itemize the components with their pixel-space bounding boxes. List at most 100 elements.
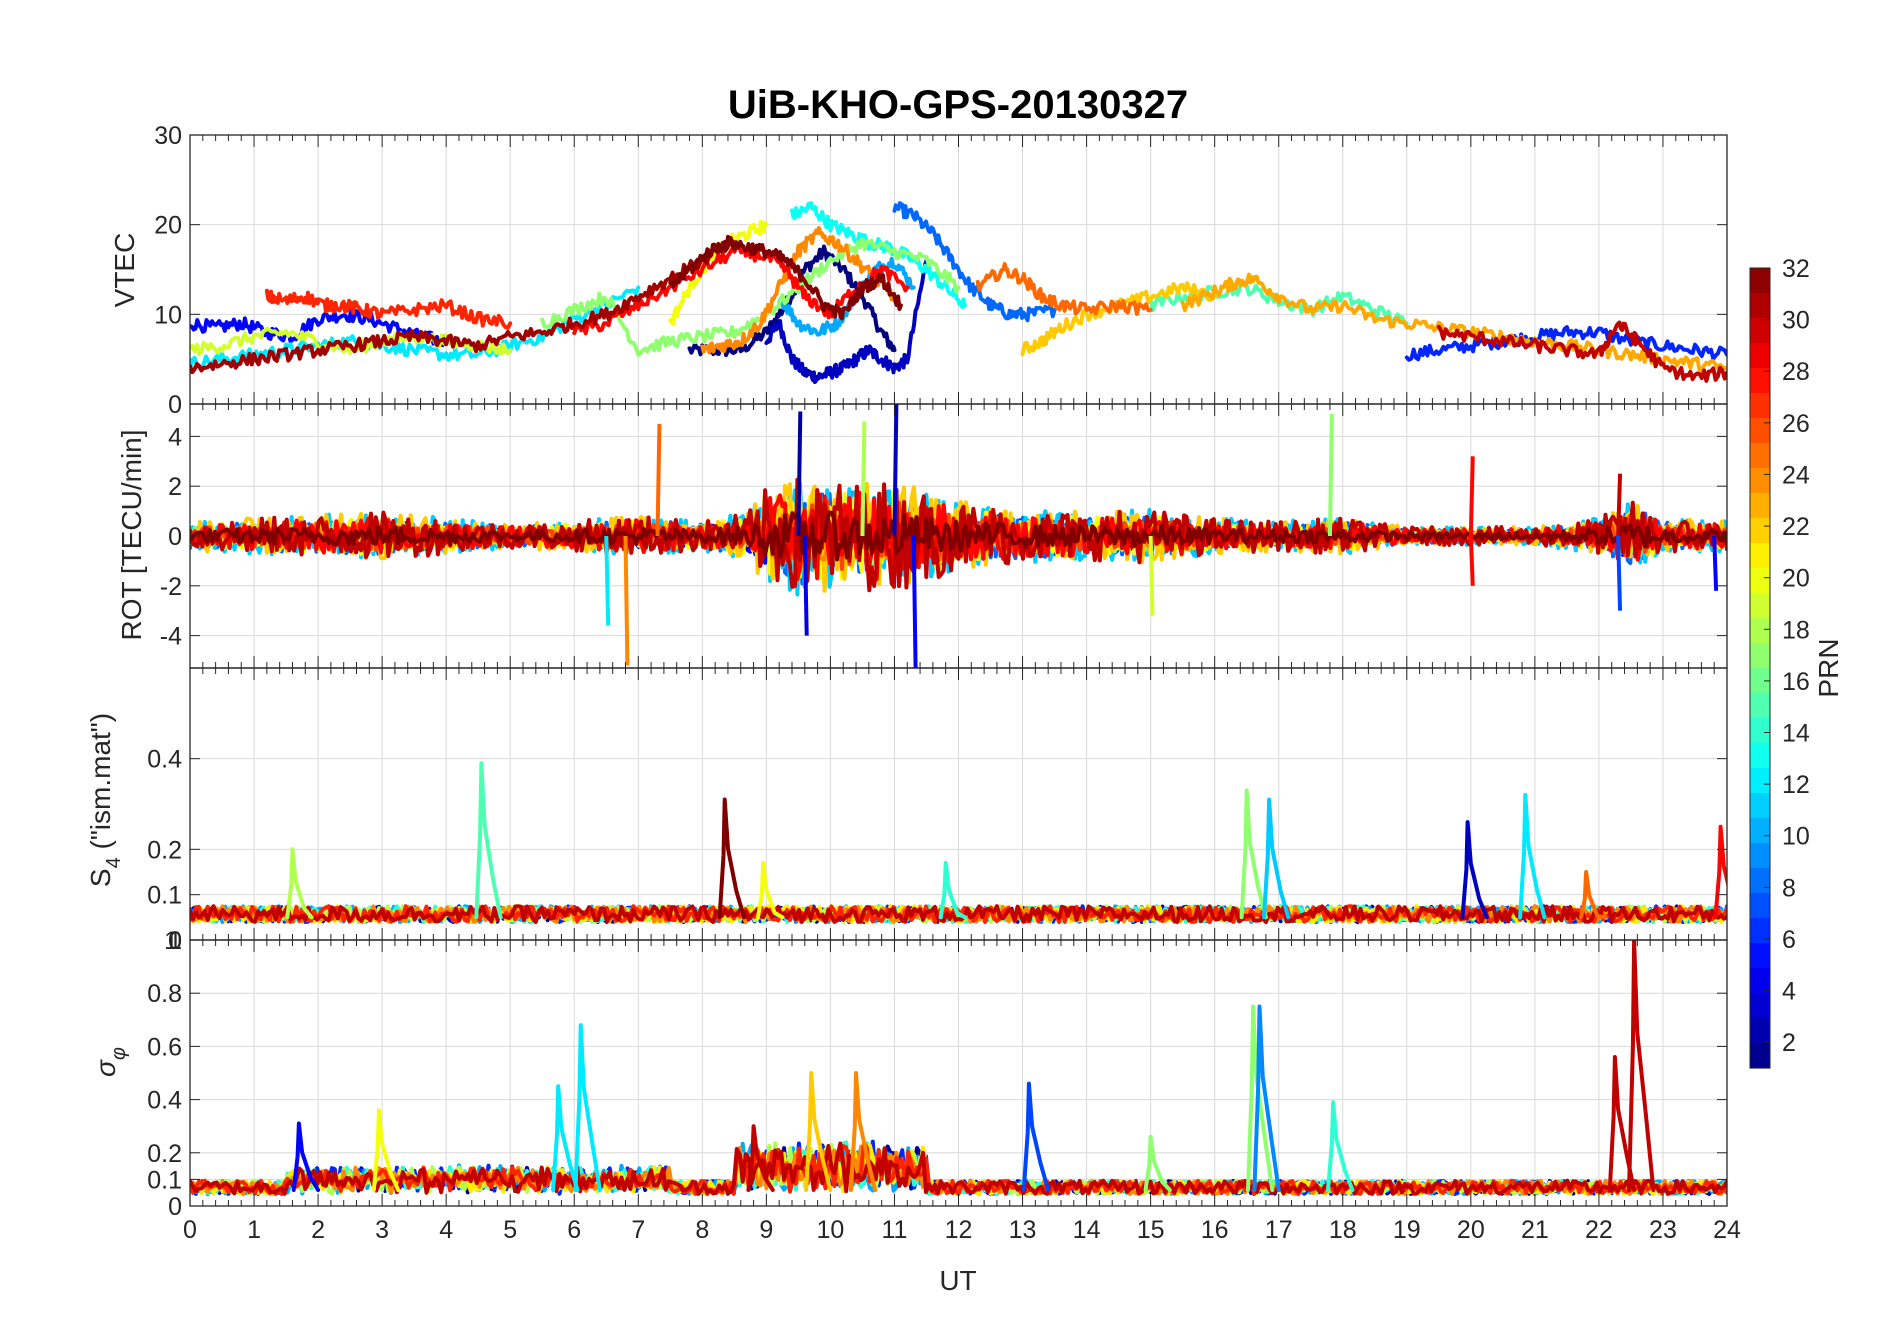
vtec-series-prn-6 <box>1404 325 1727 362</box>
colorbar-tick-label: 32 <box>1782 255 1810 283</box>
sigma-peak-prn-22 <box>804 1071 833 1192</box>
x-tick-label: 21 <box>1521 1216 1549 1244</box>
rot-y-tick-label: -4 <box>160 623 182 651</box>
colorbar-segment <box>1750 693 1770 719</box>
x-tick-label: 12 <box>945 1216 973 1244</box>
x-tick-label: 16 <box>1201 1216 1229 1244</box>
vtec-traces <box>190 201 1727 384</box>
rot-spike <box>860 421 867 537</box>
colorbar-frame <box>1749 267 1771 1069</box>
rot-spike <box>1712 535 1719 591</box>
rot-spike <box>604 535 611 626</box>
vtec-ylabel: VTEC <box>109 233 140 308</box>
rot-traces <box>190 404 1727 668</box>
sigma-peak-prn-17 <box>1143 1134 1172 1192</box>
vtec-series-prn-23 <box>1180 272 1727 373</box>
vtec-series-prn-27 <box>264 288 513 330</box>
rot-spike <box>796 411 803 537</box>
colorbar-segment <box>1750 268 1770 294</box>
vtec-series-prn-30 <box>1436 320 1727 383</box>
sigma-y-tick-label: 0.8 <box>147 980 182 1008</box>
s4-peak-prn-12 <box>1518 792 1547 920</box>
vtec-y-tick-label: 0 <box>168 391 182 419</box>
sigma-peak-prn-20 <box>371 1108 401 1192</box>
colorbar-segment <box>1750 593 1770 619</box>
colorbar-tick-label: 16 <box>1782 668 1810 696</box>
s4-y-tick-label: 0 <box>168 927 182 955</box>
rot-y-tick-label: 2 <box>168 473 182 501</box>
sigma-peak-prn-9 <box>1252 1004 1281 1192</box>
colorbar-tick-label: 30 <box>1782 307 1810 335</box>
vtec-series-prn-1 <box>687 244 897 358</box>
colorbar-tick-label: 8 <box>1782 874 1796 902</box>
x-axis-label: UT <box>939 1265 976 1296</box>
colorbar-segment <box>1750 668 1770 694</box>
s4-peak-prn-14 <box>938 860 967 920</box>
vtec-y-tick-label: 30 <box>154 122 182 150</box>
sigma-peak-prn-30 <box>1627 940 1656 1192</box>
s4-ylabel-main: S <box>85 868 116 887</box>
x-tick-label: 17 <box>1265 1216 1293 1244</box>
colorbar-segment <box>1750 293 1770 319</box>
s4-peak-prn-17 <box>1239 788 1268 920</box>
colorbar-segment <box>1750 843 1770 869</box>
vtec-y-tick-label: 20 <box>154 212 182 240</box>
vtec-panel: 0 10 20 30 <box>154 122 1728 419</box>
vtec-series-prn-13 <box>790 201 967 310</box>
s4-y-tick-label: 0.2 <box>147 836 182 864</box>
x-tick-label: 4 <box>439 1216 453 1244</box>
sigma-peak-prn-12 <box>551 1084 580 1192</box>
rot-spike <box>623 535 630 666</box>
x-tick-label: 1 <box>247 1216 261 1244</box>
s4-peak-prn-32 <box>717 797 746 920</box>
sigma-ylabel: σφ <box>90 1047 130 1077</box>
s4-sigma-overlap-tick: 1 <box>164 927 178 955</box>
colorbar-segment <box>1750 493 1770 519</box>
colorbar-segment <box>1750 543 1770 569</box>
colorbar-tick-label: 10 <box>1782 823 1810 851</box>
sigma-phi-panel: 00.10.20.40.60.810 1 2 3 4 5 6 7 8 9 10 11 12 13 14 15 1… <box>147 927 1741 1244</box>
vtec-series-prn-10 <box>777 256 916 337</box>
colorbar-segment <box>1750 443 1770 469</box>
colorbar-segment <box>1750 568 1770 594</box>
rot-spike <box>1468 456 1475 537</box>
colorbar-segment <box>1750 818 1770 844</box>
vtec-series-prn-22 <box>1020 281 1217 357</box>
colorbar-segment <box>1750 468 1770 494</box>
sigma-y-tick-label: 0 <box>168 1193 182 1221</box>
colorbar-segment <box>1750 918 1770 944</box>
sigma-y-tick-label: 1 <box>168 927 182 955</box>
colorbar-segment <box>1750 718 1770 744</box>
sigma-peak-prn-30 <box>746 1124 775 1192</box>
vtec-series-prn-24 <box>700 226 897 355</box>
vtec-series-prn-12 <box>190 285 641 371</box>
x-tick-label: 6 <box>567 1216 581 1244</box>
sigma-peak-prn-7 <box>1021 1081 1051 1192</box>
s4-ylabel-sub: 4 <box>103 857 125 868</box>
vtec-series-prn-32 <box>668 234 903 321</box>
x-tick-label: 0 <box>183 1216 197 1244</box>
colorbar-segment <box>1750 1043 1770 1069</box>
x-tick-label: 14 <box>1073 1216 1101 1244</box>
colorbar-tick-label: 2 <box>1782 1029 1796 1057</box>
s4-sigma-overlap-tick: 0 <box>168 927 182 955</box>
rot-spike <box>1616 535 1623 611</box>
colorbar-tick-label: 12 <box>1782 771 1810 799</box>
rot-y-tick-label: 0 <box>168 523 182 551</box>
rot-spike <box>802 535 809 636</box>
rot-y-tick-label: 4 <box>168 423 182 451</box>
x-tick-label: 18 <box>1329 1216 1357 1244</box>
s4-peak-prn-28 <box>1713 824 1727 920</box>
x-tick-label: 9 <box>759 1216 773 1244</box>
sigma-peak-prn-12 <box>573 1023 602 1192</box>
x-tick-label: 7 <box>631 1216 645 1244</box>
colorbar-tick-label: 26 <box>1782 410 1810 438</box>
rot-y-tick-label: -2 <box>160 573 182 601</box>
colorbar-segment <box>1750 743 1770 769</box>
x-tick-label: 5 <box>503 1216 517 1244</box>
colorbar-segment <box>1750 968 1770 994</box>
vtec-series-prn-3 <box>764 258 929 384</box>
x-tick-label: 10 <box>817 1216 845 1244</box>
colorbar-segment <box>1750 368 1770 394</box>
